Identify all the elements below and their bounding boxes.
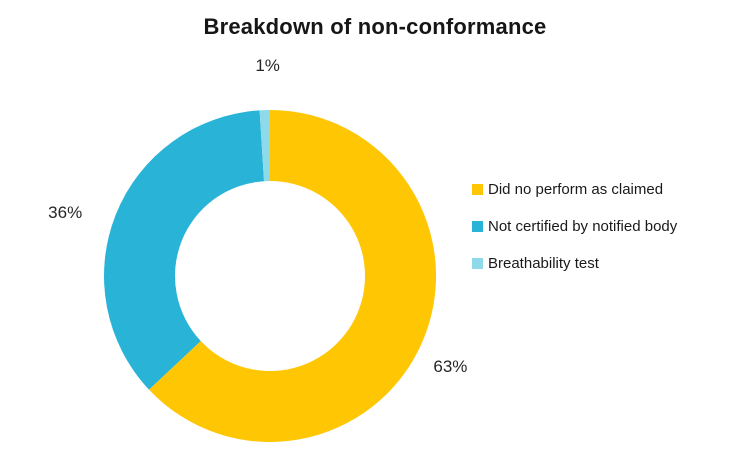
- slice-label-36pct: 36%: [48, 202, 83, 222]
- legend-item: Not certified by notified body: [472, 213, 677, 239]
- chart-legend: Did no perform as claimed Not certified …: [472, 176, 677, 276]
- donut-slice: [259, 110, 270, 182]
- slice-label-1pct: 1%: [255, 56, 280, 76]
- legend-label: Did no perform as claimed: [488, 180, 664, 198]
- legend-swatch-blue: [472, 220, 483, 232]
- slice-label-63pct: 63%: [433, 357, 468, 377]
- legend-label: Breathability test: [488, 254, 599, 272]
- donut-slices: [104, 110, 437, 442]
- legend-swatch-yellow: [472, 183, 483, 195]
- chart-title: Breakdown of non-conformance: [203, 14, 547, 39]
- donut-slice: [148, 110, 437, 442]
- legend-swatch-lightblue: [472, 257, 483, 269]
- legend-item: Did no perform as claimed: [472, 176, 677, 202]
- legend-label: Not certified by notified body: [488, 217, 678, 235]
- legend-item: Breathability test: [472, 250, 677, 276]
- donut-slice: [104, 110, 265, 390]
